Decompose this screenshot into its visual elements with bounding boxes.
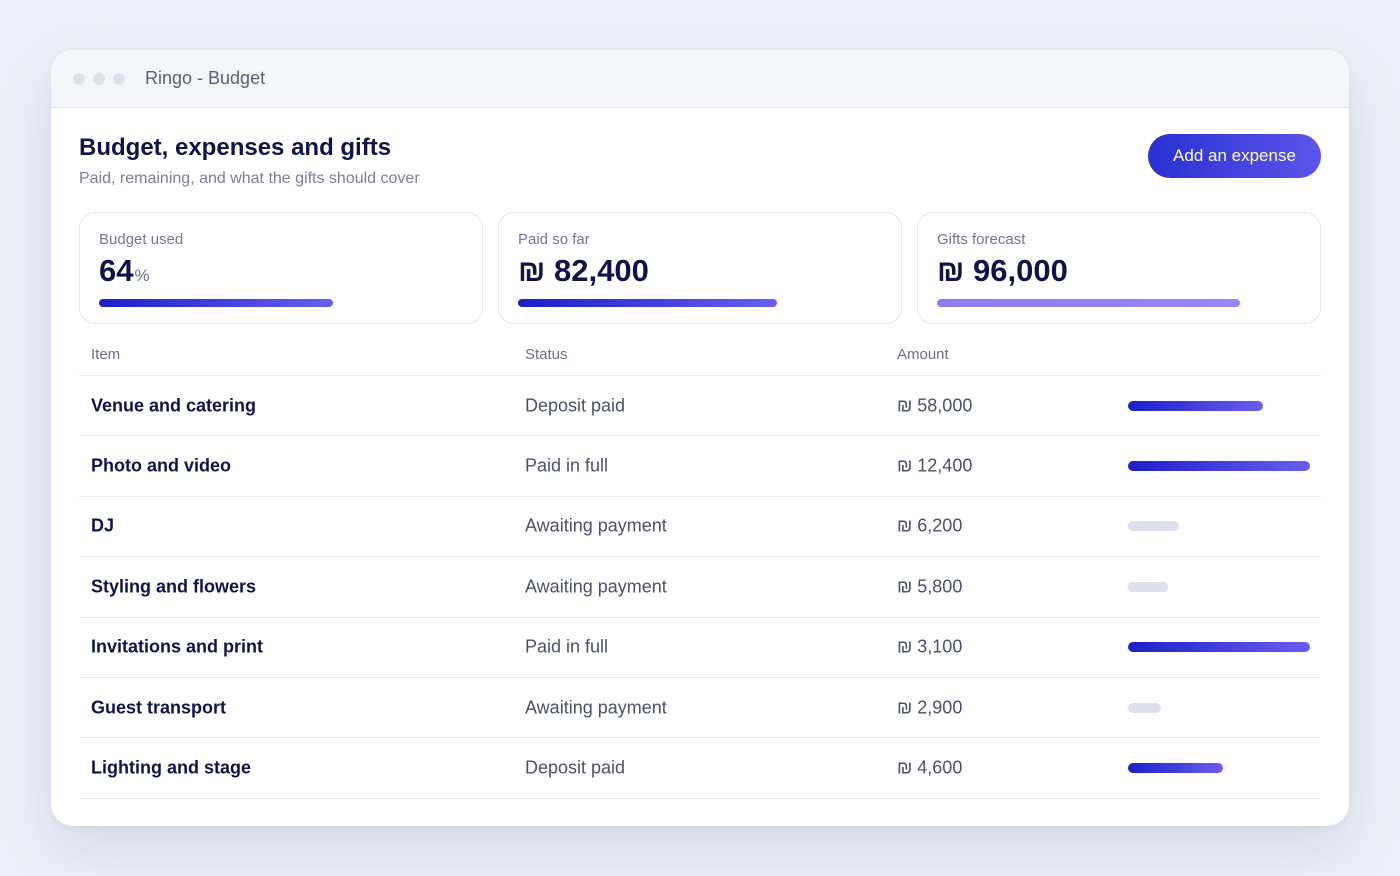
summary-card-label: Budget used xyxy=(99,231,184,248)
window-maximize-dot[interactable] xyxy=(113,72,125,85)
row-status: Paid in full xyxy=(525,636,609,657)
window-title: Ringo - Budget xyxy=(145,68,266,88)
summary-progress-track xyxy=(937,299,1302,307)
row-amount: ₪ 4,600 xyxy=(897,757,963,778)
main-content: Budget, expenses and gifts Paid, remaini… xyxy=(51,108,1349,826)
expenses-table: Item Status Amount Venue and catering Dep… xyxy=(79,338,1321,799)
summary-value-number: 64 xyxy=(99,253,134,288)
app-window: Ringo - Budget Budget, expenses and gift… xyxy=(51,50,1349,826)
table-body: Venue and catering Deposit paid ₪ 58,000 Ph… xyxy=(79,376,1321,799)
summary-progress-fill xyxy=(937,299,1240,307)
summary-card-label: Paid so far xyxy=(518,231,590,248)
summary-card-gifts-forecast: Gifts forecast ₪ 96,000 xyxy=(917,212,1321,324)
row-progress-track xyxy=(1128,763,1310,774)
table-header: Item Status Amount xyxy=(79,338,1321,376)
summary-card-label: Gifts forecast xyxy=(937,231,1026,248)
summary-card-value: ₪ 82,400 xyxy=(518,253,649,288)
row-item-name: Invitations and print xyxy=(91,636,264,657)
summary-progress-fill xyxy=(99,299,333,307)
row-amount: ₪ 6,200 xyxy=(897,515,963,536)
row-progress-track xyxy=(1128,702,1310,713)
title-bar: Ringo - Budget xyxy=(51,50,1349,108)
row-item-name: Venue and catering xyxy=(91,395,257,416)
summary-progress-fill xyxy=(518,299,778,307)
row-status: Awaiting payment xyxy=(525,576,667,597)
table-row[interactable]: Guest transport Awaiting payment ₪ 2,900 xyxy=(79,678,1321,739)
row-progress-track xyxy=(1128,521,1310,532)
row-status: Paid in full xyxy=(525,455,609,476)
window-close-dot[interactable] xyxy=(73,72,85,85)
row-status: Deposit paid xyxy=(525,757,626,778)
row-progress-track xyxy=(1128,642,1310,653)
row-progress-track xyxy=(1128,400,1310,411)
column-header-item: Item xyxy=(91,346,121,363)
row-progress-fill xyxy=(1128,521,1179,532)
row-item-name: Photo and video xyxy=(91,455,232,476)
row-item-name: DJ xyxy=(91,515,115,536)
column-header-amount: Amount xyxy=(897,346,949,363)
row-status: Awaiting payment xyxy=(525,515,667,536)
row-amount: ₪ 12,400 xyxy=(897,455,973,476)
table-row[interactable]: Invitations and print Paid in full ₪ 3,100 xyxy=(79,618,1321,678)
row-amount: ₪ 58,000 xyxy=(897,395,973,416)
row-progress-fill xyxy=(1128,642,1310,653)
row-amount: ₪ 3,100 xyxy=(897,636,963,657)
summary-progress-track xyxy=(99,299,464,307)
page-subtitle: Paid, remaining, and what the gifts shou… xyxy=(79,170,420,187)
row-item-name: Guest transport xyxy=(91,697,227,718)
row-amount: ₪ 5,800 xyxy=(897,576,963,597)
summary-card-value: ₪ 96,000 xyxy=(937,253,1068,288)
row-progress-fill xyxy=(1128,581,1169,592)
row-progress-fill xyxy=(1128,702,1161,713)
row-progress-fill xyxy=(1128,763,1223,774)
row-status: Deposit paid xyxy=(525,395,626,416)
row-progress-track xyxy=(1128,461,1310,472)
row-item-name: Styling and flowers xyxy=(91,576,257,597)
row-progress-fill xyxy=(1128,400,1263,411)
row-status: Awaiting payment xyxy=(525,697,667,718)
row-amount: ₪ 2,900 xyxy=(897,697,963,718)
row-item-name: Lighting and stage xyxy=(91,757,251,778)
table-row[interactable]: Venue and catering Deposit paid ₪ 58,000 xyxy=(79,376,1321,437)
table-row[interactable]: Styling and flowers Awaiting payment ₪ 5,8… xyxy=(79,557,1321,618)
row-progress-fill xyxy=(1128,461,1310,472)
summary-card-paid-so-far: Paid so far ₪ 82,400 xyxy=(498,212,902,324)
page-title: Budget, expenses and gifts xyxy=(79,134,392,161)
row-progress-track xyxy=(1128,581,1310,592)
summary-card-budget-used: Budget used 64% xyxy=(79,212,483,324)
summary-card-value: 64% xyxy=(99,253,150,289)
table-row[interactable]: Lighting and stage Deposit paid ₪ 4,600 xyxy=(79,738,1321,799)
table-row[interactable]: DJ Awaiting payment ₪ 6,200 xyxy=(79,497,1321,558)
summary-value-unit: % xyxy=(134,266,150,285)
add-expense-button[interactable]: Add an expense xyxy=(1148,134,1321,178)
column-header-status: Status xyxy=(525,346,568,363)
summary-progress-track xyxy=(518,299,883,307)
table-row[interactable]: Photo and video Paid in full ₪ 12,400 xyxy=(79,436,1321,497)
window-minimize-dot[interactable] xyxy=(93,72,105,85)
